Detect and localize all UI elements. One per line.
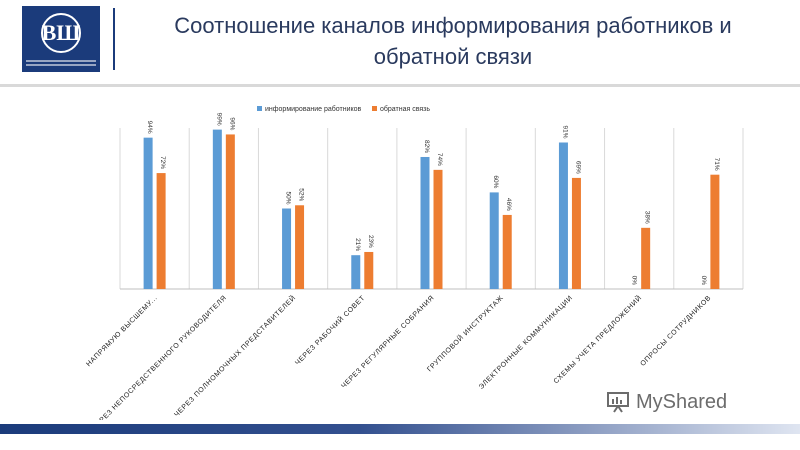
legend-label: обратная связь (380, 105, 430, 113)
bar (489, 192, 499, 289)
data-label: 0% (700, 276, 707, 286)
bar (156, 173, 166, 289)
data-label: 21% (354, 238, 361, 251)
category-label: ЧЕРЕЗ ПОЛНОМОЧНЫХ ПРЕДСТАВИТЕЛЕЙ (172, 293, 298, 419)
bar (225, 134, 235, 289)
header-rule (0, 84, 800, 87)
logo-caption (26, 58, 96, 66)
bar-chart: информирование работников обратная связь 9… (85, 105, 744, 420)
data-label: 23% (367, 235, 374, 248)
data-label: 99% (215, 113, 222, 126)
hse-logo: ВШ (22, 6, 100, 72)
bar (641, 227, 651, 289)
bar (710, 174, 720, 289)
bar (571, 177, 581, 289)
data-label: 50% (285, 191, 292, 204)
bar (351, 255, 361, 289)
data-label: 96% (228, 117, 235, 130)
slide-title: Соотношение каналов информирования работ… (128, 10, 778, 72)
data-label: 71% (713, 158, 720, 171)
legend-label: информирование работников (265, 105, 362, 113)
bar (143, 137, 153, 289)
data-label: 60% (492, 175, 499, 188)
bar (433, 169, 443, 289)
slide-title-line-1: Соотношение каналов информирования работ… (174, 13, 732, 38)
category-label: ЧЕРЕЗ НЕПОСРЕДСТВЕННОГО РУКОВОДИТЕЛЯ (91, 294, 228, 420)
data-label: 69% (574, 161, 581, 174)
slide-header: ВШ Соотношение каналов информирования ра… (0, 0, 800, 82)
category-label: ОПРОСЫ СОТРУДНИКОВ (640, 294, 713, 367)
myshared-watermark: MyShared (606, 386, 727, 418)
category-label: ЧЕРЕЗ РАБОЧИЙ СОВЕТ (293, 293, 367, 367)
presentation-board-icon (607, 392, 629, 413)
data-label: 74% (436, 153, 443, 166)
data-label: 72% (159, 156, 166, 169)
bar (420, 156, 430, 289)
slide-title-line-2: обратной связи (373, 44, 533, 69)
logo-emblem: ВШ (41, 12, 81, 53)
header-divider (113, 8, 115, 70)
data-label: 0% (631, 276, 638, 286)
data-label: 94% (146, 121, 153, 134)
data-label: 46% (505, 198, 512, 211)
footer-bar (0, 424, 800, 434)
category-label: ГРУППОВОЙ ИНСТРУКТАЖ (425, 293, 505, 373)
legend-swatch (257, 106, 262, 111)
bar (558, 142, 568, 289)
bar (502, 214, 512, 289)
data-label: 52% (298, 188, 305, 201)
legend-swatch (372, 106, 377, 111)
bar (364, 251, 374, 289)
bar (295, 205, 305, 289)
data-label: 91% (561, 125, 568, 138)
bar (282, 208, 292, 289)
watermark-text: MyShared (636, 390, 728, 413)
bar (212, 129, 222, 289)
data-label: 38% (644, 211, 651, 224)
data-label: 82% (423, 140, 430, 153)
category-label: НАПРЯМУЮ ВЫСШЕМУ... (85, 294, 159, 368)
